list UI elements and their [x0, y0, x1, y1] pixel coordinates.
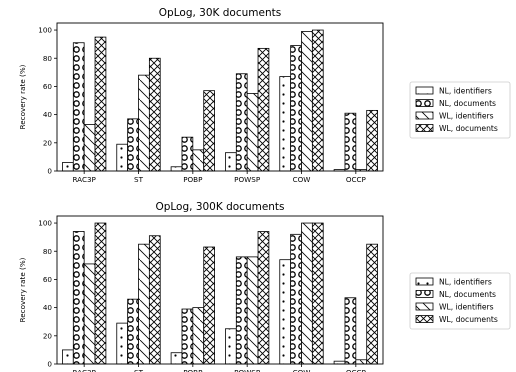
legend-box: [409, 272, 511, 330]
bar-circles-pobp: [181, 136, 194, 172]
legend-label: WL, identifiers: [439, 112, 494, 121]
x-tick-label: RAC3P: [72, 368, 96, 372]
bar-backslash-st: [138, 74, 150, 172]
bar-circles-cow: [290, 233, 302, 365]
legend-swatch-backslash: [415, 302, 434, 311]
x-tick-label: COW: [293, 175, 311, 184]
x-tick-label: POBP: [183, 368, 203, 372]
bar-dots-st: [116, 143, 129, 172]
bar-dots-rac3p: [62, 162, 74, 172]
y-tick-label: 80: [43, 54, 53, 63]
chart-title: OpLog, 30K documents: [159, 7, 281, 19]
legend-label: NL, documents: [439, 99, 496, 108]
bar-circles-powsp: [235, 73, 248, 172]
y-tick-label: 40: [43, 110, 53, 119]
legend-label: NL, identifiers: [439, 87, 492, 96]
chart-title: OpLog, 300K documents: [155, 201, 284, 213]
bar-crosshatch-pobp: [203, 90, 215, 172]
bar-dots-powsp: [225, 152, 237, 172]
legend-label: NL, identifiers: [439, 278, 492, 287]
bar-crosshatch-pobp: [203, 246, 215, 365]
bar-backslash-pobp: [192, 149, 205, 172]
y-tick-label: 0: [47, 167, 52, 176]
bar-dots-pobp: [170, 352, 183, 365]
bar-crosshatch-cow: [311, 29, 324, 172]
y-tick-label: 20: [43, 138, 53, 147]
plot-frame: [56, 22, 384, 172]
legend-swatch-circles: [415, 99, 434, 107]
legend-label: WL, documents: [439, 124, 498, 133]
legend-swatch-crosshatch: [415, 124, 434, 132]
x-tick-label: COW: [293, 368, 311, 372]
chart-panel-2: OpLog, 300K documents Recovery rate (%) 0 2…: [18, 201, 511, 372]
bar-backslash-rac3p: [83, 263, 96, 365]
legend-swatch-dots: [415, 86, 434, 95]
bar-backslash-cow: [301, 222, 313, 365]
chart-panel-1: OpLog, 30K documents Recovery rate (%) 0 20…: [18, 7, 511, 184]
bar-dots-rac3p: [62, 349, 74, 365]
legend: NL, identifiers NL, documents WL, identifi…: [409, 81, 511, 139]
bar-circles-rac3p: [72, 42, 85, 172]
x-tick-label: ST: [134, 175, 144, 184]
x-tick-label: ST: [134, 368, 144, 372]
bar-backslash-powsp: [246, 256, 259, 365]
legend-swatch-dots: [415, 277, 434, 286]
bar-crosshatch-powsp: [257, 231, 270, 365]
bar-crosshatch-rac3p: [94, 36, 107, 172]
bar-circles-occp: [344, 112, 357, 172]
bar-circles-powsp: [235, 256, 248, 365]
y-tick-label: 60: [43, 275, 53, 284]
y-tick-label: 20: [43, 331, 53, 340]
y-tick-label: 100: [38, 26, 52, 35]
bar-backslash-rac3p: [83, 124, 96, 172]
bar-backslash-pobp: [192, 307, 205, 365]
bar-crosshatch-occp: [366, 109, 378, 172]
bar-crosshatch-rac3p: [94, 222, 107, 365]
bar-circles-st: [127, 118, 139, 172]
y-axis-label: Recovery rate (%): [18, 64, 27, 129]
plot-frame: [56, 215, 384, 365]
legend-label: NL, documents: [439, 290, 496, 299]
bar-dots-cow: [279, 259, 292, 365]
bar-circles-rac3p: [72, 231, 85, 365]
bar-circles-st: [127, 298, 139, 365]
legend-label: WL, identifiers: [439, 303, 494, 312]
bar-circles-occp: [344, 297, 357, 365]
x-tick-label: POWSP: [234, 175, 261, 184]
legend-swatch-backslash: [415, 111, 434, 120]
bar-crosshatch-st: [148, 235, 161, 365]
y-tick-label: 80: [43, 247, 53, 256]
bar-backslash-cow: [301, 31, 313, 172]
legend-swatch-circles: [415, 290, 434, 298]
x-tick-label: POBP: [183, 175, 203, 184]
y-axis-label: Recovery rate (%): [18, 257, 27, 322]
bar-circles-pobp: [181, 308, 194, 365]
x-tick-label: POWSP: [234, 368, 261, 372]
x-tick-label: RAC3P: [72, 175, 96, 184]
legend: NL, identifiers NL, documents WL, identifi…: [409, 272, 511, 330]
bar-crosshatch-powsp: [257, 47, 270, 172]
bar-dots-st: [116, 322, 129, 365]
bar-dots-pobp: [170, 166, 183, 172]
y-tick-label: 60: [43, 82, 53, 91]
bar-crosshatch-cow: [311, 222, 324, 365]
legend-label: WL, documents: [439, 315, 498, 324]
bar-crosshatch-occp: [366, 243, 378, 365]
bar-backslash-st: [138, 243, 150, 365]
bar-crosshatch-st: [148, 57, 161, 172]
legend-box: [409, 81, 511, 139]
bar-dots-powsp: [225, 328, 237, 365]
y-tick-label: 100: [38, 219, 52, 228]
bar-dots-cow: [279, 76, 292, 172]
bar-backslash-powsp: [246, 93, 259, 172]
y-tick-label: 40: [43, 303, 53, 312]
x-tick-label: OCCP: [346, 175, 367, 184]
bar-circles-cow: [290, 45, 302, 172]
bar-backslash-occp: [355, 359, 368, 365]
y-tick-label: 0: [47, 360, 52, 369]
legend-swatch-crosshatch: [415, 315, 434, 323]
x-tick-label: OCCP: [346, 368, 367, 372]
